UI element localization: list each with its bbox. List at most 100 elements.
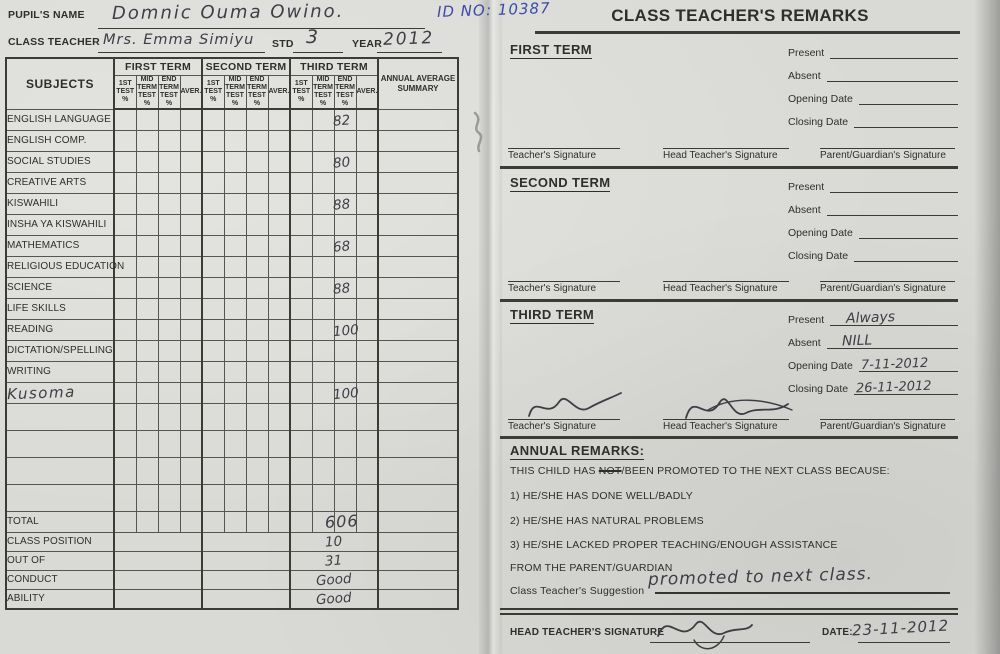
suggestion-label: Class Teacher's Suggestion: [510, 585, 645, 597]
grid-cell: [245, 297, 269, 320]
grid-cell: [135, 483, 159, 512]
grid-cell: [267, 108, 291, 131]
grid-cell: [223, 483, 247, 512]
grid-cell: [267, 234, 291, 257]
conduct-value: Good: [315, 570, 353, 589]
subject-name: [5, 456, 115, 485]
grid-cell: [113, 360, 137, 383]
grid-cell: [157, 129, 181, 152]
parent-guardian-signature-label: Parent/Guardian's Signature: [820, 148, 955, 161]
grid-cell: [157, 276, 181, 299]
grid-cell: [311, 402, 335, 431]
grid-cell: [135, 108, 159, 131]
grid-cell: [289, 429, 313, 458]
head-teacher-signature-scribble: [680, 388, 795, 433]
grid-cell: [201, 318, 225, 341]
grid-cell: [157, 213, 181, 236]
opening-date-label: Opening Date: [788, 360, 853, 372]
grid-cell: [267, 360, 291, 383]
grid-cell: [333, 456, 357, 485]
subject-name: ENGLISH LANGUAGE: [5, 108, 115, 131]
grid-cell: [245, 276, 269, 299]
grid-cell: [201, 360, 225, 383]
term-group-cell: [113, 531, 203, 552]
grid-cell: [223, 213, 247, 236]
term-group-cell: [200, 550, 291, 571]
grid-cell: [267, 213, 291, 236]
grid-cell: [223, 297, 247, 320]
empty-row: [5, 456, 459, 485]
class-position-row: CLASS POSITION 10: [5, 531, 459, 552]
first-term-header: FIRST TERM: [113, 57, 203, 76]
term-group-cell: [200, 588, 291, 610]
attendance-row: Closing Date: [788, 105, 958, 128]
grid-cell: [135, 255, 159, 278]
annual-cell: [377, 255, 459, 278]
grid-cell: [311, 483, 335, 512]
class-teacher-value: Mrs. Emma Simiyu: [103, 32, 255, 48]
grid-cell: [201, 456, 225, 485]
grid-cell: [289, 150, 313, 173]
grid-cell: [201, 255, 225, 278]
grid-cell: [245, 381, 269, 404]
grid-cell: [201, 129, 225, 152]
grid-cell: [157, 171, 181, 194]
subject-row: CREATIVE ARTS: [5, 171, 459, 194]
grid-cell: [245, 456, 269, 485]
mark-cell: [333, 297, 357, 320]
grid-cell: [179, 234, 203, 257]
col-end-term: END TERM TEST %: [157, 75, 181, 111]
grid-cell: [355, 510, 379, 533]
handwritten-mark: 82: [331, 112, 351, 130]
term-header-row: SUBJECTS FIRST TERM SECOND TERM THIRD TE…: [5, 57, 459, 110]
title-rule: [535, 31, 960, 34]
blank-line: 26-11-2012: [854, 371, 958, 396]
grid-cell: [289, 456, 313, 485]
grid-cell: [135, 429, 159, 458]
grid-cell: [245, 402, 269, 431]
suggestion-value: promoted to next class.: [647, 564, 874, 590]
grid-cell: [267, 456, 291, 485]
annual-average-header: ANNUAL AVERAGE SUMMARY: [377, 57, 459, 110]
grid-cell: [245, 171, 269, 194]
absent-label: Absent: [788, 204, 821, 216]
grid-cell: [355, 339, 379, 362]
annual-cell: [377, 381, 459, 404]
mark-cell: 82: [331, 108, 357, 131]
annual-cell: [377, 129, 459, 152]
col-1st-test: 1ST TEST %: [201, 75, 225, 111]
grid-cell: [113, 276, 137, 299]
grid-cell: [355, 483, 379, 512]
grid-cell: [157, 192, 181, 215]
year-label: YEAR: [352, 38, 382, 50]
grid-cell: [113, 381, 137, 404]
grid-cell: [355, 402, 379, 431]
grid-cell: [201, 108, 225, 131]
handwritten-mark: 68: [331, 237, 351, 256]
grid-cell: [113, 213, 137, 236]
second-term-header: SECOND TERM: [200, 57, 291, 76]
second-term-attendance: Present Absent Opening Date Closing Date: [788, 170, 958, 262]
grid-cell: [157, 234, 181, 257]
present-label: Present: [788, 181, 825, 193]
head-teacher-signature-footer-label: HEAD TEACHER'S SIGNATURE: [510, 627, 665, 638]
grid-cell: [311, 171, 335, 194]
blank-line: NILL: [826, 325, 958, 350]
parent-guardian-signature-label: Parent/Guardian's Signature: [820, 419, 955, 432]
grid-cell: [245, 483, 269, 512]
grid-cell: [179, 108, 203, 131]
grid-cell: [355, 276, 379, 299]
grid-cell: [179, 150, 203, 173]
grid-cell: [113, 402, 137, 431]
pupil-name-line: [98, 10, 425, 29]
grid-cell: [355, 150, 379, 173]
grid-cell: [201, 429, 225, 458]
grid-cell: [201, 213, 225, 236]
grid-cell: [311, 192, 335, 215]
annual-cell: [377, 213, 459, 236]
grid-cell: [223, 318, 247, 341]
col-end-term: END TERM TEST %: [245, 75, 269, 111]
grid-cell: [245, 318, 269, 341]
annual-cell: [377, 360, 459, 383]
grid-cell: [267, 297, 291, 320]
